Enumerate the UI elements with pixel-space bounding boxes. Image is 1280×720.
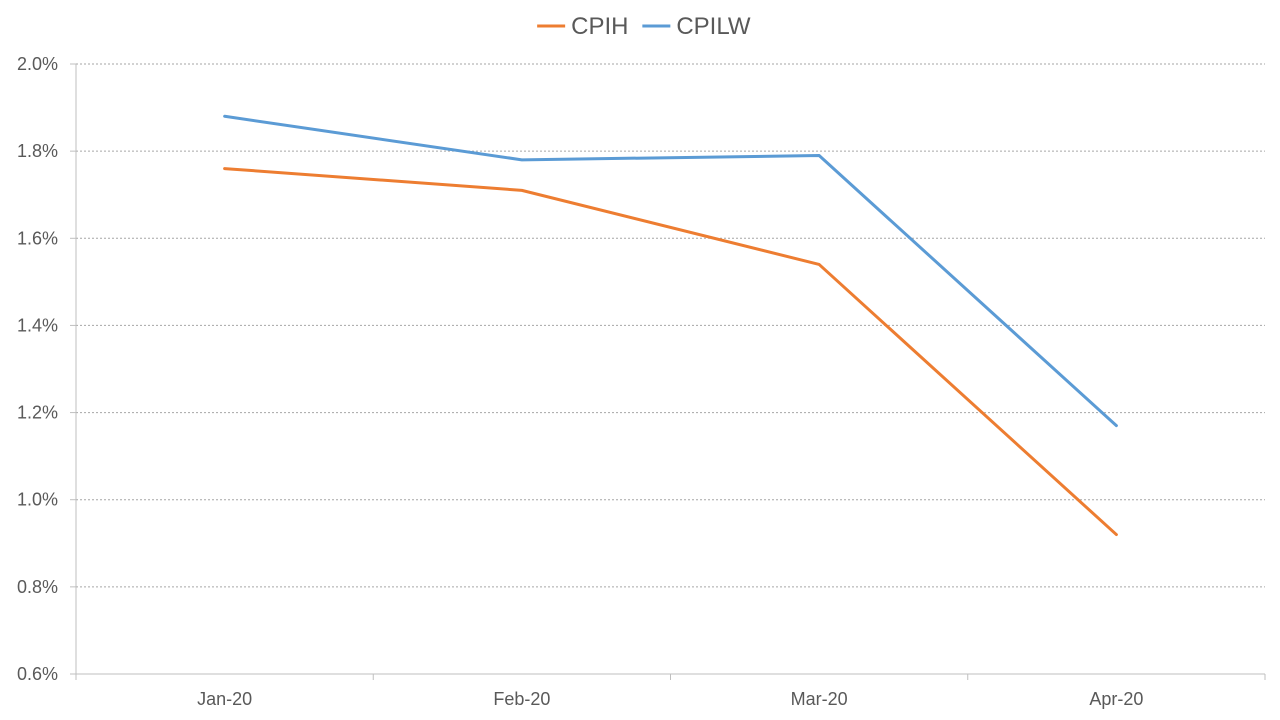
y-tick-label: 0.6% [17, 664, 58, 684]
y-tick-label: 1.4% [17, 315, 58, 335]
x-tick-label: Apr-20 [1089, 689, 1143, 709]
x-tick-label: Jan-20 [197, 689, 252, 709]
legend-label-cpih: CPIH [571, 13, 628, 40]
data-point-cpilw [1115, 424, 1118, 427]
data-point-cpilw [817, 154, 821, 157]
x-tick-label: Feb-20 [493, 689, 550, 709]
y-tick-label: 1.0% [17, 490, 58, 510]
series-line-cpilw [223, 114, 1118, 428]
x-tick-label: Mar-20 [791, 689, 848, 709]
y-tick-label: 0.8% [17, 577, 58, 597]
y-tick-label: 1.6% [17, 228, 58, 248]
data-point-cpih [223, 167, 226, 170]
data-point-cpih [520, 189, 524, 192]
data-point-cpih [817, 263, 821, 266]
y-tick-label: 1.8% [17, 141, 58, 161]
series-line-cpih [223, 167, 1118, 537]
y-tick-label: 1.2% [17, 403, 58, 423]
series-lines [223, 114, 1118, 537]
y-tick-label: 2.0% [17, 54, 58, 74]
legend: CPIH CPILW [537, 13, 751, 40]
data-point-cpilw [223, 115, 226, 118]
data-point-cpih [1115, 533, 1118, 536]
data-point-cpilw [520, 158, 524, 162]
axes: 0.6% 0.8% 1.0% 1.2% 1.4% 1.6% 1.8% 2.0% Jan-20 Fe… [17, 54, 1266, 709]
legend-label-cpilw: CPILW [676, 13, 751, 40]
